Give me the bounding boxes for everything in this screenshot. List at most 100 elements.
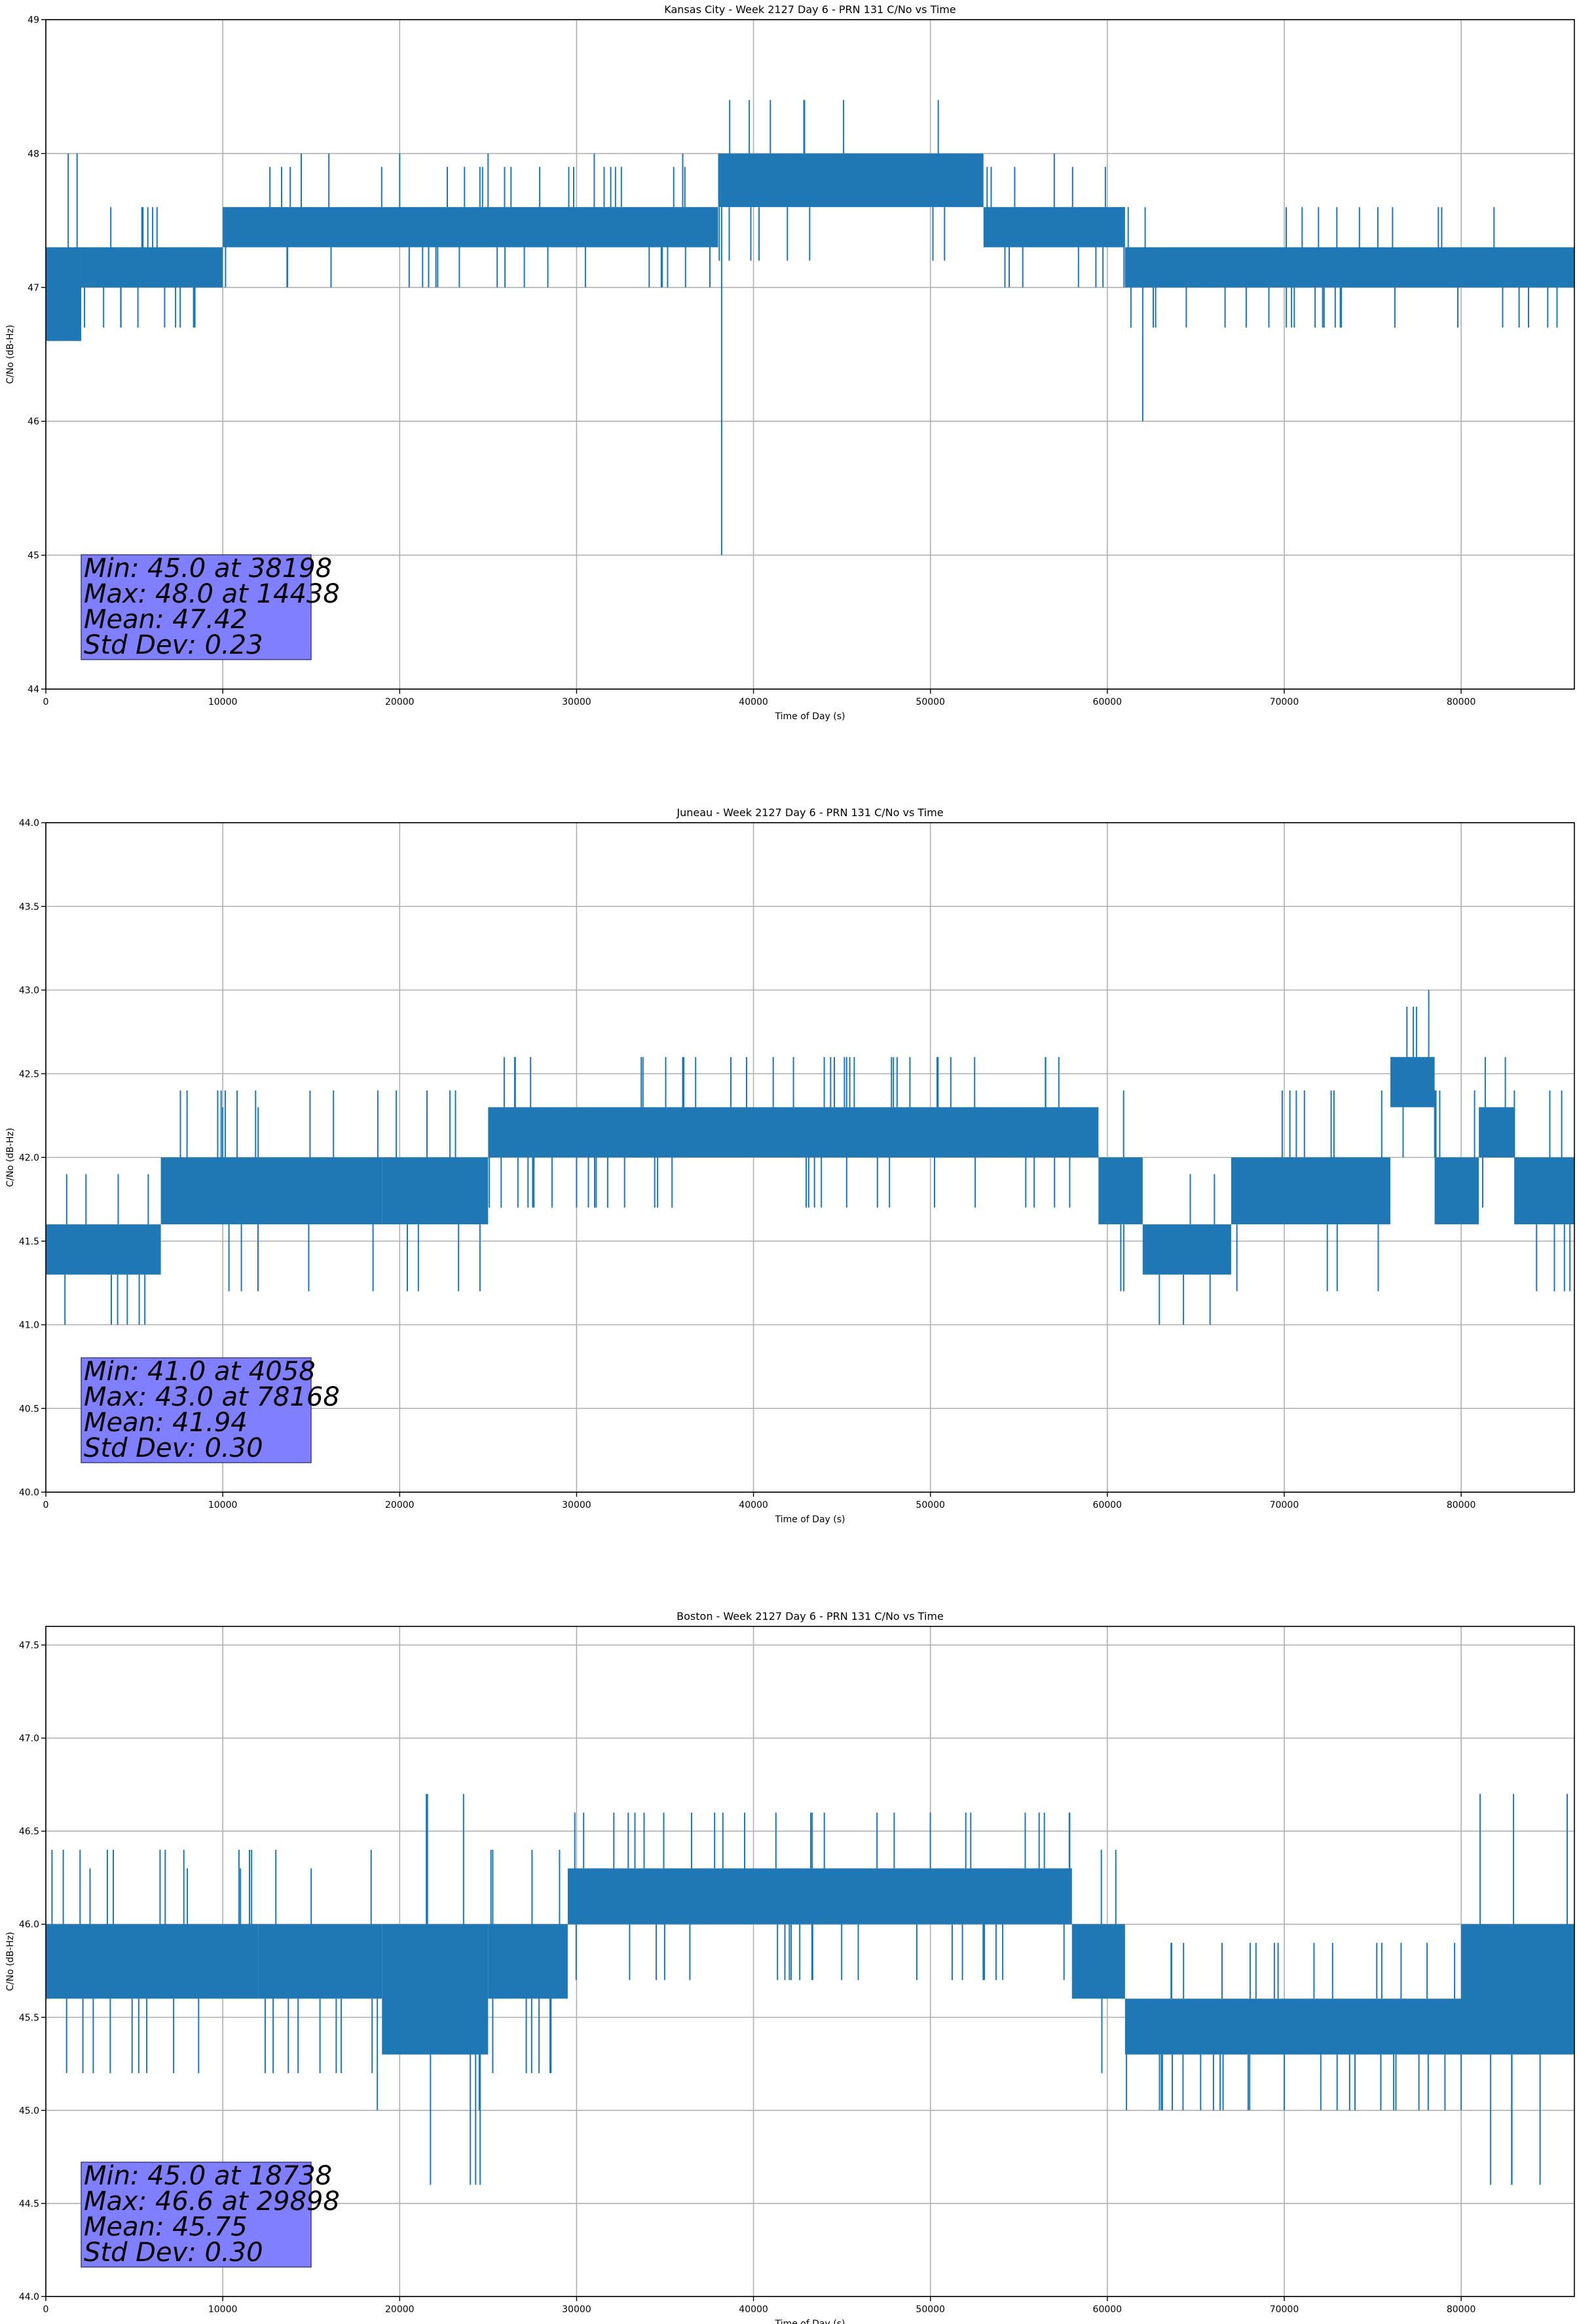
y-tick-label: 42.0 [19,1153,39,1163]
series-band [567,1868,1072,1924]
x-tick-label: 20000 [385,2304,415,2315]
series-band [1461,1924,1574,2055]
stats-std: Std Dev: 0.23 [84,630,263,660]
series-band [160,1157,382,1225]
series-band [488,1924,568,1999]
x-tick-label: 60000 [1093,2304,1122,2315]
y-tick-label: 41.0 [19,1321,39,1331]
x-tick-label: 80000 [1447,2304,1476,2315]
x-tick-label: 30000 [562,2304,591,2315]
x-tick-label: 30000 [562,1500,591,1510]
y-tick-label: 48 [28,149,39,159]
stats-max: Max: 48.0 at 14438 [84,579,340,609]
series-band [46,247,82,341]
chart-panel-3: 0 10000 20000 30000 40000 50000 60000 70000 8000… [5,1610,1575,2324]
chart-title: Juneau - Week 2127 Day 6 - PRN 131 C/No … [676,806,943,819]
stats-mean: Mean: 45.75 [84,2212,248,2242]
x-tick-label: 40000 [739,1500,768,1510]
series-band [258,1924,382,1999]
stats-max: Max: 46.6 at 29898 [84,2186,340,2217]
y-tick-label: 43.0 [19,986,39,996]
x-tick-label: 60000 [1093,1500,1122,1510]
series-band [1479,1107,1515,1157]
y-tick-label: 46.0 [19,1920,39,1930]
stats-std: Std Dev: 0.30 [84,2238,263,2268]
x-tick-label: 70000 [1270,1500,1299,1510]
x-tick-label: 10000 [208,2304,238,2315]
axes-frame [45,19,1575,690]
y-axis-label: C/No (dB-Hz) [5,1128,16,1187]
x-tick-label: 20000 [385,697,415,707]
x-tick-label: 30000 [562,697,591,707]
x-tick-label: 70000 [1270,697,1299,707]
series-band [81,247,223,288]
series-band [1071,1924,1125,1999]
series-spikes [64,990,1571,1325]
series-spikes [51,1793,1568,2185]
axes-frame [45,1626,1575,2297]
y-axis-label: C/No (dB-Hz) [5,325,16,384]
y-tick-label: 44 [28,684,39,695]
y-tick-label: 45 [28,551,39,561]
y-tick-label: 44.5 [19,2199,39,2209]
y-tick-label: 45.0 [19,2106,39,2116]
x-tick-label: 50000 [916,2304,945,2315]
series-band [46,1924,259,1999]
y-tick-label: 44.0 [19,2292,39,2302]
y-tick-label: 41.5 [19,1237,39,1247]
chart-panel-2: 0 10000 20000 30000 40000 50000 60000 70000 8000… [5,806,1575,1525]
stats-box-background [81,1357,312,1463]
chart-title: Kansas City - Week 2127 Day 6 - PRN 131 … [664,3,955,16]
stats-max: Max: 43.0 at 78168 [84,1382,340,1412]
y-tick-label: 45.5 [19,2013,39,2023]
y-tick-label: 42.5 [19,1069,39,1079]
x-tick-label: 20000 [385,1500,415,1510]
y-tick-label: 47.0 [19,1734,39,1744]
x-tick-label: 80000 [1447,1500,1476,1510]
x-tick-label: 50000 [916,697,945,707]
y-tick-label: 49 [28,15,39,26]
series-band [1124,247,1574,288]
y-tick-label: 40.5 [19,1404,39,1414]
chart-panel-1: 0 10000 20000 30000 40000 50000 60000 70000 8000… [5,3,1575,722]
x-tick-label: 0 [43,1500,49,1510]
y-tick-label: 46 [28,417,39,427]
stats-min: Min: 45.0 at 18738 [84,2161,332,2191]
stats-mean: Mean: 41.94 [84,1408,248,1438]
series-band [718,153,984,208]
stats-box-background [81,554,312,660]
series-band [382,1924,489,2055]
stats-min: Min: 41.0 at 4058 [84,1357,316,1387]
stats-min: Min: 45.0 at 38198 [84,553,332,584]
y-axis-label: C/No (dB-Hz) [5,1932,16,1991]
x-axis-label: Time of Day (s) [775,711,845,722]
x-tick-label: 40000 [739,2304,768,2315]
x-tick-label: 60000 [1093,697,1122,707]
series-band [1390,1057,1435,1108]
x-tick-label: 70000 [1270,2304,1299,2315]
x-tick-label: 80000 [1447,697,1476,707]
series-band [1142,1224,1231,1275]
series-band [1231,1157,1391,1225]
stats-std: Std Dev: 0.30 [84,1433,263,1463]
y-tick-label: 47.5 [19,1640,39,1651]
series-spikes [67,100,1558,555]
y-tick-label: 46.5 [19,1827,39,1837]
y-tick-label: 43.5 [19,902,39,912]
series-band [1124,1998,1462,2055]
x-tick-label: 0 [43,2304,49,2315]
series-line [46,1793,1574,2185]
chart-title: Boston - Week 2127 Day 6 - PRN 131 C/No … [677,1610,944,1622]
series-band [1098,1157,1143,1225]
x-tick-label: 50000 [916,1500,945,1510]
x-axis-label: Time of Day (s) [775,2319,845,2324]
x-tick-label: 10000 [208,697,238,707]
series-band [1434,1157,1479,1225]
x-tick-label: 40000 [739,697,768,707]
y-tick-label: 47 [28,283,39,293]
y-tick-label: 40.0 [19,1488,39,1498]
series-band [46,1224,161,1275]
y-tick-label: 44.0 [19,818,39,829]
